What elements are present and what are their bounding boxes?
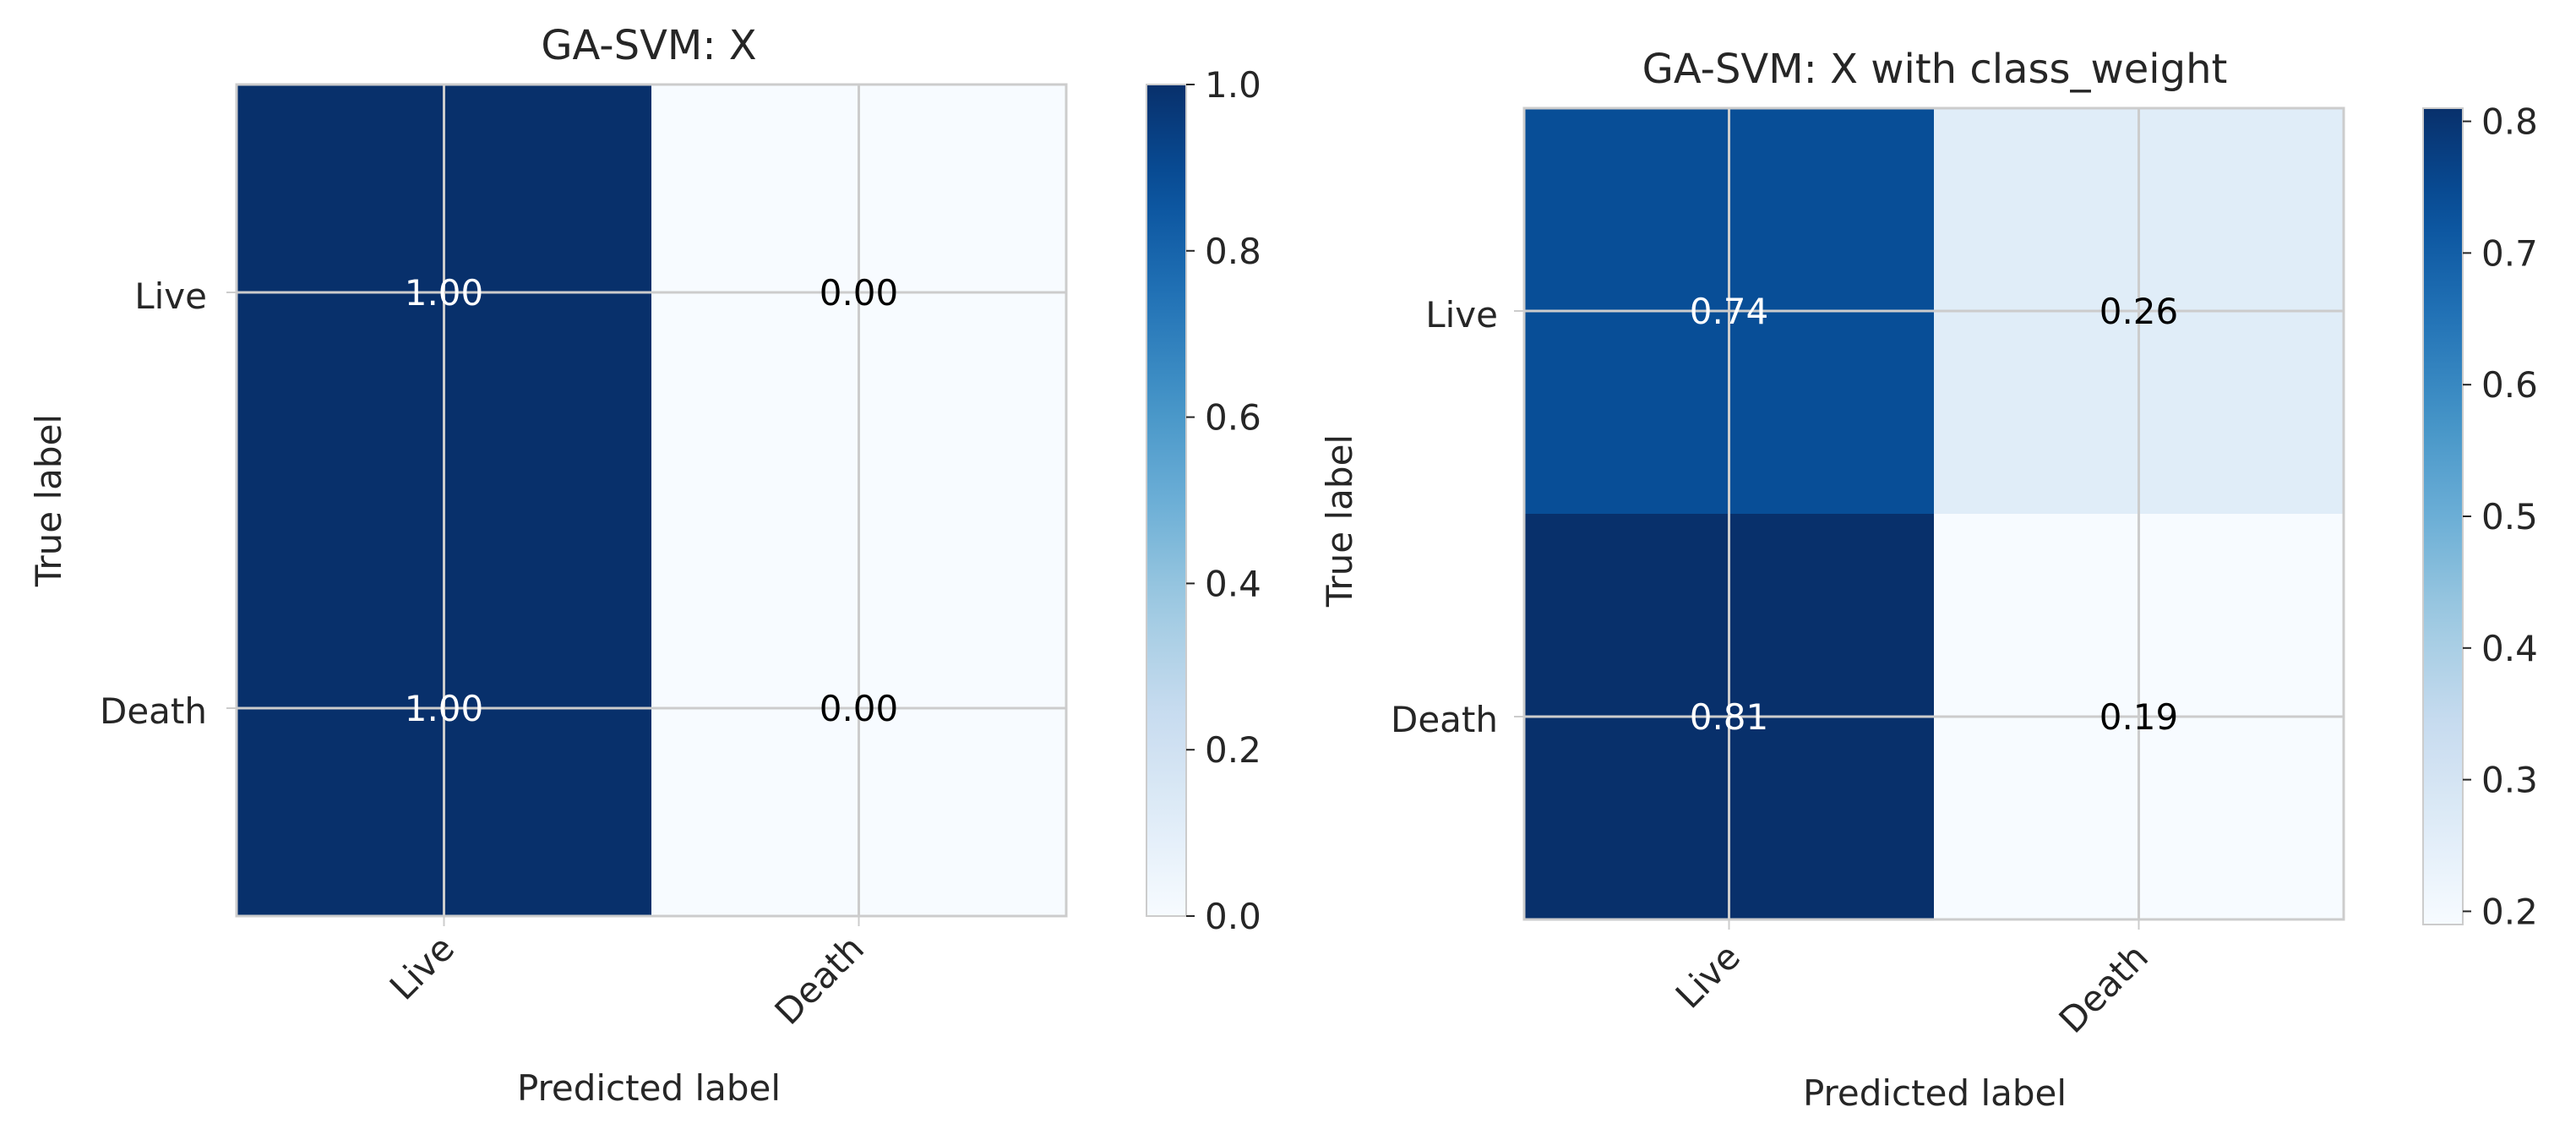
- chart-1-cell-label: 1.00: [405, 688, 484, 729]
- chart-2-colorbar-tick-label: 0.8: [2481, 101, 2538, 143]
- chart-1: GA-SVM: X 1.00 0.00 1.00 0.00 Live Death Tr…: [28, 22, 1261, 1109]
- chart-2-colorbar: [2423, 108, 2463, 925]
- chart-2-cells: [1524, 108, 2345, 920]
- chart-2-colorbar-tick-label: 0.5: [2481, 496, 2538, 537]
- chart-1-colorbar-tick-label: 1.0: [1205, 64, 1261, 106]
- chart-1-grid: [226, 85, 1066, 926]
- chart-2-colorbar-tick-label: 0.2: [2481, 891, 2538, 932]
- chart-1-colorbar-tick-label: 0.2: [1205, 729, 1261, 771]
- chart-1-colorbar-tick-label: 0.8: [1205, 231, 1261, 272]
- chart-2-colorbar-tick-label: 0.7: [2481, 232, 2538, 274]
- chart-2-cell-label: 0.26: [2099, 291, 2179, 332]
- chart-1-ytick-live: Live: [134, 275, 207, 317]
- chart-1-ytick-death: Death: [100, 690, 207, 732]
- chart-1-title: GA-SVM: X: [541, 22, 756, 69]
- chart-2-cell-label: 0.74: [1690, 291, 1769, 332]
- chart-2-title: GA-SVM: X with class_weight: [1642, 46, 2228, 93]
- chart-2-cell-labels: 0.74 0.26 0.81 0.19: [1690, 291, 2179, 738]
- chart-1-frame: [235, 83, 1068, 918]
- chart-1-cell-label: 0.00: [820, 688, 899, 729]
- chart-2-ytick-live: Live: [1425, 294, 1498, 335]
- chart-1-colorbar-frame: [1146, 84, 1187, 917]
- chart-1-ylabel: True label: [28, 414, 69, 587]
- chart-2-colorbar-tick-label: 0.6: [2481, 364, 2538, 406]
- chart-2-ytick-death: Death: [1391, 699, 1498, 740]
- chart-1-xlabel: Predicted label: [517, 1067, 781, 1109]
- chart-1-cell-label: 1.00: [405, 272, 484, 314]
- chart-2: GA-SVM: X with class_weight 0.74 0.26 0.81…: [1319, 46, 2538, 1114]
- chart-2-colorbar-ticks: 0.2 0.3 0.4 0.5 0.6 0.7 0.8: [2463, 101, 2538, 932]
- chart-2-frame: [1522, 106, 2345, 921]
- chart-1-cell-label: 0.00: [820, 272, 899, 314]
- chart-1-cell-labels: 1.00 0.00 1.00 0.00: [405, 272, 899, 729]
- chart-1-colorbar-tick-label: 0.4: [1205, 563, 1261, 604]
- chart-1-colorbar-tick-label: 0.6: [1205, 397, 1261, 439]
- chart-2-grid: [1514, 108, 2344, 930]
- chart-1-colorbar: [1146, 85, 1186, 916]
- chart-1-colorbar-tick-label: 0.0: [1205, 896, 1261, 937]
- chart-2-cell-label: 0.81: [1690, 696, 1769, 738]
- chart-1-colorbar-ticks: 0.0 0.2 0.4 0.6 0.8 1.0: [1186, 64, 1261, 937]
- chart-2-cell-label: 0.19: [2099, 696, 2179, 738]
- chart-1-cells: [237, 85, 1067, 917]
- chart-2-colorbar-tick-label: 0.4: [2481, 628, 2538, 669]
- chart-2-xlabel: Predicted label: [1803, 1072, 2067, 1114]
- chart-2-colorbar-tick-label: 0.3: [2481, 760, 2538, 801]
- chart-2-ylabel: True label: [1319, 434, 1360, 608]
